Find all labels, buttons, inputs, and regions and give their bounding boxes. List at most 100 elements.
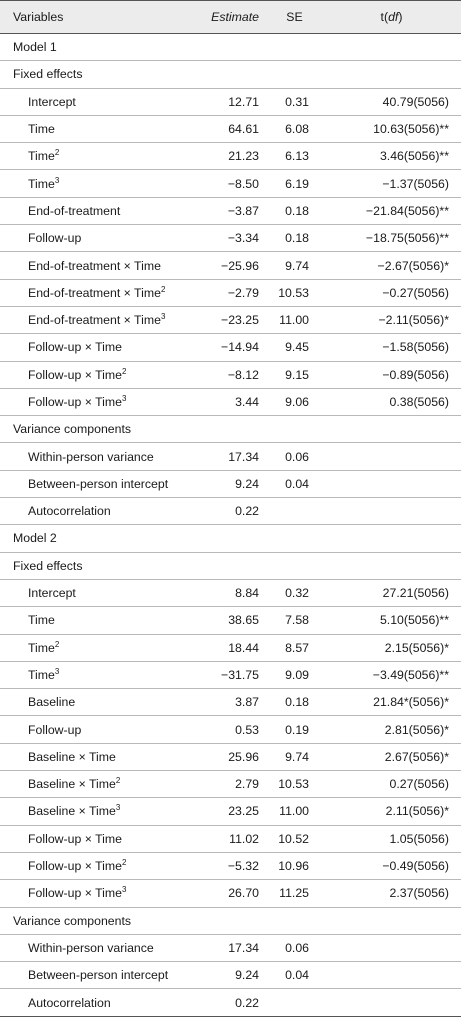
se-cell: 9.45 <box>267 333 322 362</box>
table-row: Between-person intercept 9.24 0.04 <box>0 961 461 990</box>
estimate-cell: 0.53 <box>186 715 267 744</box>
variable-label: Follow-up × Time3 <box>0 879 186 908</box>
variable-label: Within-person variance <box>0 442 186 471</box>
t-cell: 2.67(5056)* <box>322 743 461 772</box>
se-cell: 9.74 <box>267 743 322 772</box>
se-cell: 10.96 <box>267 852 322 881</box>
t-cell: 5.10(5056)** <box>322 606 461 635</box>
variance-components-title-label: Variance components <box>0 907 461 935</box>
model1-title-label: Model 1 <box>0 33 461 62</box>
table-row: Time3 −31.75 9.09 −3.49(5056)** <box>0 661 461 690</box>
se-cell: 0.18 <box>267 688 322 717</box>
model2-title: Model 2 <box>0 524 461 553</box>
t-cell: −0.49(5056) <box>322 852 461 881</box>
table-row: Follow-up × Time3 3.44 9.06 0.38(5056) <box>0 388 461 417</box>
variable-label: End-of-treatment × Time <box>0 251 186 280</box>
variable-label: End-of-treatment <box>0 197 186 226</box>
se-cell: 0.04 <box>267 961 322 990</box>
estimate-cell: 17.34 <box>186 934 267 963</box>
fixed-effects-title-label: Fixed effects <box>0 552 461 580</box>
table-row: Follow-up × Time 11.02 10.52 1.05(5056) <box>0 825 461 853</box>
estimate-cell: 8.84 <box>186 579 267 608</box>
variable-label: Time2 <box>0 634 186 662</box>
estimate-cell: 18.44 <box>186 634 267 662</box>
header-t-df: t(df) <box>322 0 461 34</box>
se-cell <box>267 497 322 526</box>
t-cell: 0.27(5056) <box>322 770 461 799</box>
table-row: Follow-up × Time −14.94 9.45 −1.58(5056) <box>0 333 461 362</box>
table-row: Follow-up × Time3 26.70 11.25 2.37(5056) <box>0 879 461 908</box>
t-cell: −2.11(5056)* <box>322 306 461 335</box>
t-cell: −18.75(5056)** <box>322 224 461 253</box>
estimate-cell: 17.34 <box>186 442 267 471</box>
table-row: Baseline 3.87 0.18 21.84*(5056)* <box>0 688 461 717</box>
t-cell: 2.81(5056)* <box>322 715 461 744</box>
estimate-cell: −31.75 <box>186 661 267 690</box>
estimate-cell: −3.87 <box>186 197 267 226</box>
table-row: Baseline × Time2 2.79 10.53 0.27(5056) <box>0 770 461 799</box>
header-se: SE <box>267 0 322 34</box>
table-row: Time2 21.23 6.13 3.46(5056)** <box>0 142 461 171</box>
t-cell: −2.67(5056)* <box>322 251 461 280</box>
variable-label: Between-person intercept <box>0 470 186 499</box>
variable-label: Autocorrelation <box>0 988 186 1017</box>
variable-label: Follow-up × Time3 <box>0 388 186 417</box>
t-cell: −0.27(5056) <box>322 279 461 307</box>
t-cell: 10.63(5056)** <box>322 115 461 144</box>
se-cell: 0.06 <box>267 442 322 471</box>
header-variables: Variables <box>0 0 186 34</box>
estimate-cell: 2.79 <box>186 770 267 799</box>
variable-label: Within-person variance <box>0 934 186 963</box>
variable-label: Baseline <box>0 688 186 717</box>
variable-label: Follow-up × Time2 <box>0 361 186 389</box>
estimate-cell: −8.12 <box>186 361 267 389</box>
table-row: End-of-treatment −3.87 0.18 −21.84(5056)** <box>0 197 461 226</box>
variable-label: Baseline × Time2 <box>0 770 186 799</box>
t-cell <box>322 934 461 963</box>
variable-label: Time <box>0 606 186 635</box>
se-cell <box>267 988 322 1017</box>
estimate-cell: −2.79 <box>186 279 267 307</box>
t-cell: 1.05(5056) <box>322 825 461 853</box>
se-cell: 6.08 <box>267 115 322 144</box>
variable-label: Follow-up × Time <box>0 825 186 853</box>
table-row: Baseline × Time 25.96 9.74 2.67(5056)* <box>0 743 461 772</box>
estimate-cell: 64.61 <box>186 115 267 144</box>
se-cell: 0.32 <box>267 579 322 608</box>
table-row: End-of-treatment × Time2 −2.79 10.53 −0.27(… <box>0 279 461 307</box>
se-cell: 11.00 <box>267 797 322 826</box>
t-cell: 2.37(5056) <box>322 879 461 908</box>
t-cell <box>322 442 461 471</box>
variance-components-title-label: Variance components <box>0 415 461 444</box>
fixed-effects-title: Fixed effects <box>0 60 461 89</box>
se-cell: 9.74 <box>267 251 322 280</box>
estimate-cell: 3.87 <box>186 688 267 717</box>
table-row: Time2 18.44 8.57 2.15(5056)* <box>0 634 461 662</box>
estimate-cell: 21.23 <box>186 142 267 171</box>
estimate-cell: 25.96 <box>186 743 267 772</box>
se-cell: 0.31 <box>267 88 322 116</box>
t-cell: −1.37(5056) <box>322 169 461 198</box>
se-cell: 10.53 <box>267 770 322 799</box>
se-cell: 9.09 <box>267 661 322 690</box>
estimate-cell: 9.24 <box>186 470 267 499</box>
table-row: Intercept 12.71 0.31 40.79(5056) <box>0 88 461 116</box>
t-cell <box>322 497 461 526</box>
variable-label: Time <box>0 115 186 144</box>
se-cell: 0.19 <box>267 715 322 744</box>
variable-label: Intercept <box>0 579 186 608</box>
table-row: Follow-up × Time2 −8.12 9.15 −0.89(5056) <box>0 361 461 389</box>
estimate-cell: −5.32 <box>186 852 267 881</box>
variable-label: Intercept <box>0 88 186 116</box>
table-row: Follow-up × Time2 −5.32 10.96 −0.49(5056) <box>0 852 461 881</box>
model1-title: Model 1 <box>0 33 461 62</box>
se-cell: 8.57 <box>267 634 322 662</box>
estimate-cell: 0.22 <box>186 988 267 1017</box>
estimate-cell: −8.50 <box>186 169 267 198</box>
table-row: Intercept 8.84 0.32 27.21(5056) <box>0 579 461 608</box>
table-row: Autocorrelation 0.22 <box>0 988 461 1017</box>
se-cell: 6.19 <box>267 169 322 198</box>
header-row: Variables Estimate SE t(df) <box>0 0 461 34</box>
se-cell: 9.06 <box>267 388 322 417</box>
